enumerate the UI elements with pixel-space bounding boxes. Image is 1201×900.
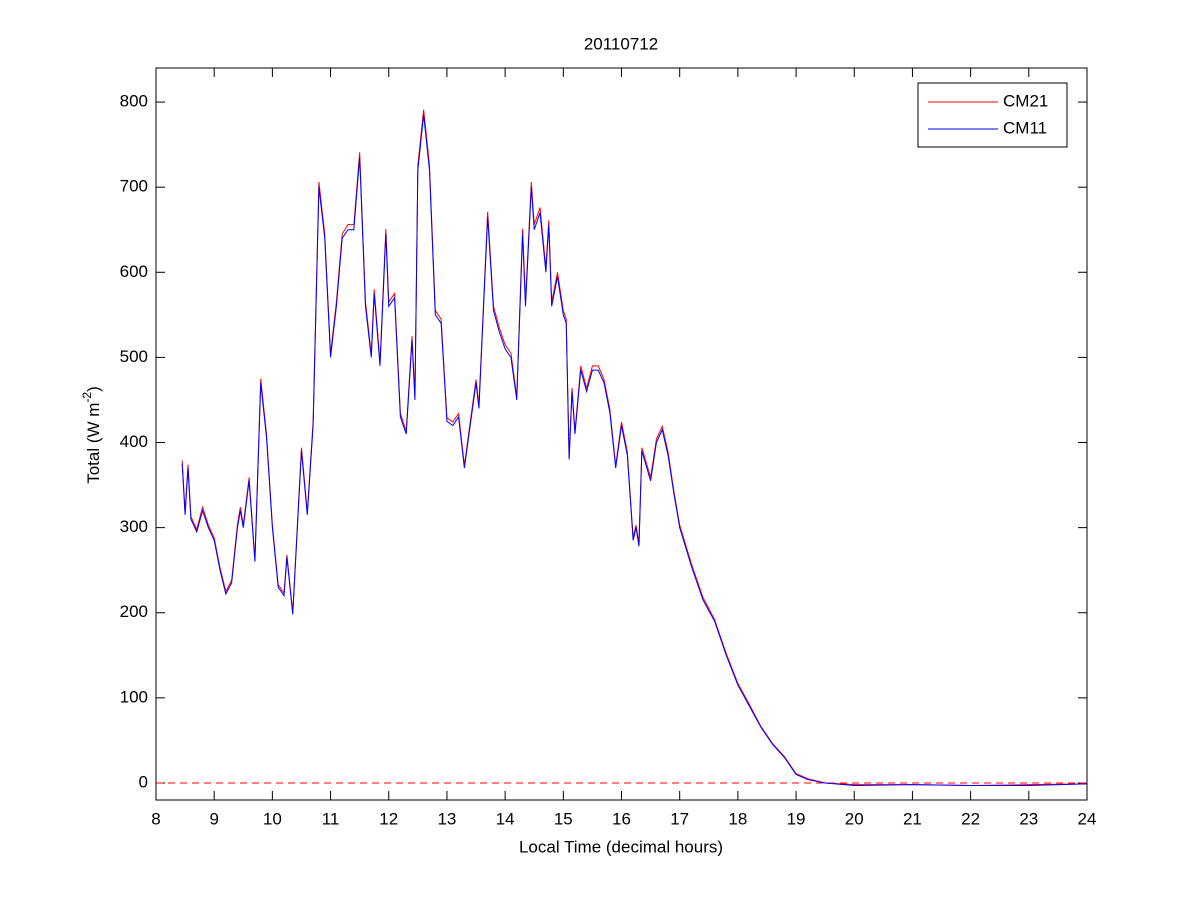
y-tick-label: 700	[120, 177, 148, 196]
x-tick-label: 15	[554, 809, 573, 828]
legend-label: CM21	[1003, 91, 1048, 110]
legend-label: CM11	[1003, 118, 1047, 137]
x-tick-label: 14	[496, 809, 515, 828]
x-tick-label: 9	[209, 809, 218, 828]
x-tick-label: 21	[903, 809, 922, 828]
y-label-text: Total (W m	[84, 403, 103, 484]
y-tick-label: 100	[120, 687, 148, 706]
x-tick-label: 13	[437, 809, 456, 828]
y-label-suffix: )	[84, 386, 103, 392]
chart-title: 20110712	[584, 34, 658, 53]
x-tick-label: 19	[787, 809, 806, 828]
x-tick-label: 12	[379, 809, 398, 828]
y-tick-label: 400	[120, 432, 148, 451]
x-tick-label: 22	[961, 809, 980, 828]
y-tick-label: 800	[120, 92, 148, 111]
x-tick-label: 11	[322, 809, 340, 828]
y-tick-label: 200	[120, 602, 148, 621]
y-tick-label: 600	[120, 262, 148, 281]
legend-box	[917, 82, 1068, 148]
x-tick-label: 20	[845, 809, 864, 828]
x-tick-label: 18	[728, 809, 747, 828]
x-tick-label: 16	[612, 809, 631, 828]
x-tick-label: 23	[1019, 809, 1038, 828]
x-tick-label: 10	[263, 809, 282, 828]
x-tick-label: 17	[670, 809, 689, 828]
series-line	[181, 114, 1088, 787]
y-axis-label: Total (W m-2)	[80, 386, 103, 484]
x-tick-label: 8	[151, 809, 160, 828]
y-label-superscript: -2	[80, 392, 94, 403]
y-tick-label: 500	[120, 347, 148, 366]
plot-frame	[155, 67, 1088, 801]
y-tick-label: 300	[120, 517, 148, 536]
x-tick-label: 24	[1078, 809, 1097, 828]
x-axis-label: Local Time (decimal hours)	[519, 837, 723, 856]
y-tick-label: 0	[139, 772, 148, 791]
